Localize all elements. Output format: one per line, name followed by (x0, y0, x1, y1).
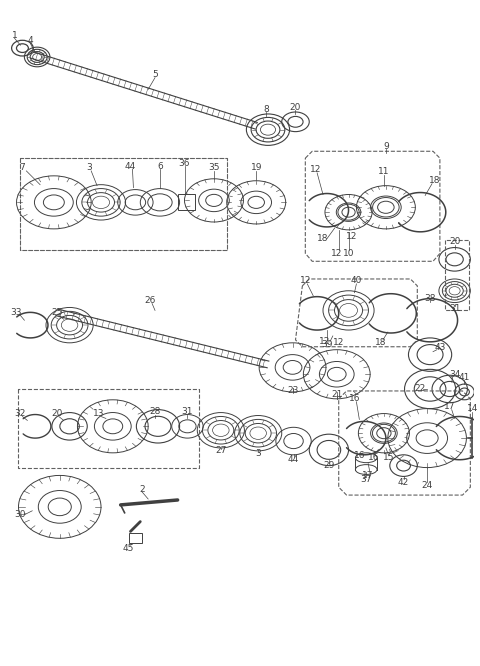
Text: 12: 12 (310, 165, 321, 174)
Text: 15: 15 (383, 454, 395, 462)
Text: 45: 45 (123, 543, 134, 553)
Text: 16: 16 (348, 394, 360, 404)
Text: 43: 43 (434, 343, 445, 352)
Text: 36: 36 (179, 159, 190, 168)
Text: 18: 18 (317, 234, 329, 243)
Text: 3: 3 (255, 450, 261, 458)
Text: 30: 30 (15, 510, 26, 519)
Text: 5: 5 (152, 70, 158, 79)
Text: 44: 44 (125, 162, 136, 170)
Text: 40: 40 (351, 276, 362, 286)
Text: 12: 12 (346, 232, 357, 241)
Text: 35: 35 (208, 163, 220, 172)
Text: 34: 34 (449, 370, 460, 379)
Text: 18: 18 (375, 338, 387, 348)
Text: 38: 38 (424, 294, 436, 303)
Text: 1: 1 (12, 31, 17, 40)
Text: 20: 20 (51, 409, 62, 418)
Text: 12: 12 (300, 276, 311, 286)
Text: 3: 3 (86, 163, 92, 172)
Text: 37: 37 (360, 475, 372, 484)
Text: 9: 9 (383, 142, 389, 151)
Text: 13: 13 (93, 409, 105, 418)
Text: 20: 20 (290, 103, 301, 112)
Text: 29: 29 (323, 461, 335, 470)
Text: 42: 42 (398, 478, 409, 487)
Text: 17: 17 (444, 402, 456, 411)
Text: 17: 17 (362, 471, 374, 480)
Text: 18: 18 (429, 176, 441, 185)
Text: 39: 39 (321, 340, 333, 349)
Text: 2: 2 (140, 485, 145, 494)
Text: 31: 31 (449, 304, 460, 313)
Text: 31: 31 (182, 407, 193, 416)
Text: 8: 8 (263, 105, 269, 113)
Text: 16: 16 (368, 454, 380, 462)
Text: 4: 4 (27, 36, 33, 45)
Text: 10: 10 (343, 249, 354, 258)
Text: 19: 19 (251, 163, 262, 172)
Text: 27: 27 (215, 446, 227, 456)
Text: 44: 44 (288, 456, 299, 464)
Text: 33: 33 (11, 308, 22, 317)
Text: 32: 32 (15, 409, 26, 418)
Text: 24: 24 (421, 481, 433, 490)
Text: 23: 23 (287, 386, 298, 396)
Text: 22: 22 (415, 384, 426, 394)
Text: 12: 12 (333, 338, 345, 348)
Text: 41: 41 (459, 373, 470, 382)
Text: 26: 26 (144, 296, 156, 305)
Text: 14: 14 (467, 404, 478, 413)
Text: 6: 6 (157, 162, 163, 170)
Text: 7: 7 (20, 163, 25, 172)
Text: 16: 16 (354, 452, 365, 460)
Text: 28: 28 (149, 407, 161, 416)
Text: 20: 20 (449, 237, 460, 246)
Text: 12: 12 (331, 249, 342, 258)
Text: 12: 12 (319, 338, 331, 346)
Text: 11: 11 (378, 167, 390, 176)
Text: 21: 21 (331, 390, 342, 400)
Text: 25: 25 (51, 308, 62, 317)
